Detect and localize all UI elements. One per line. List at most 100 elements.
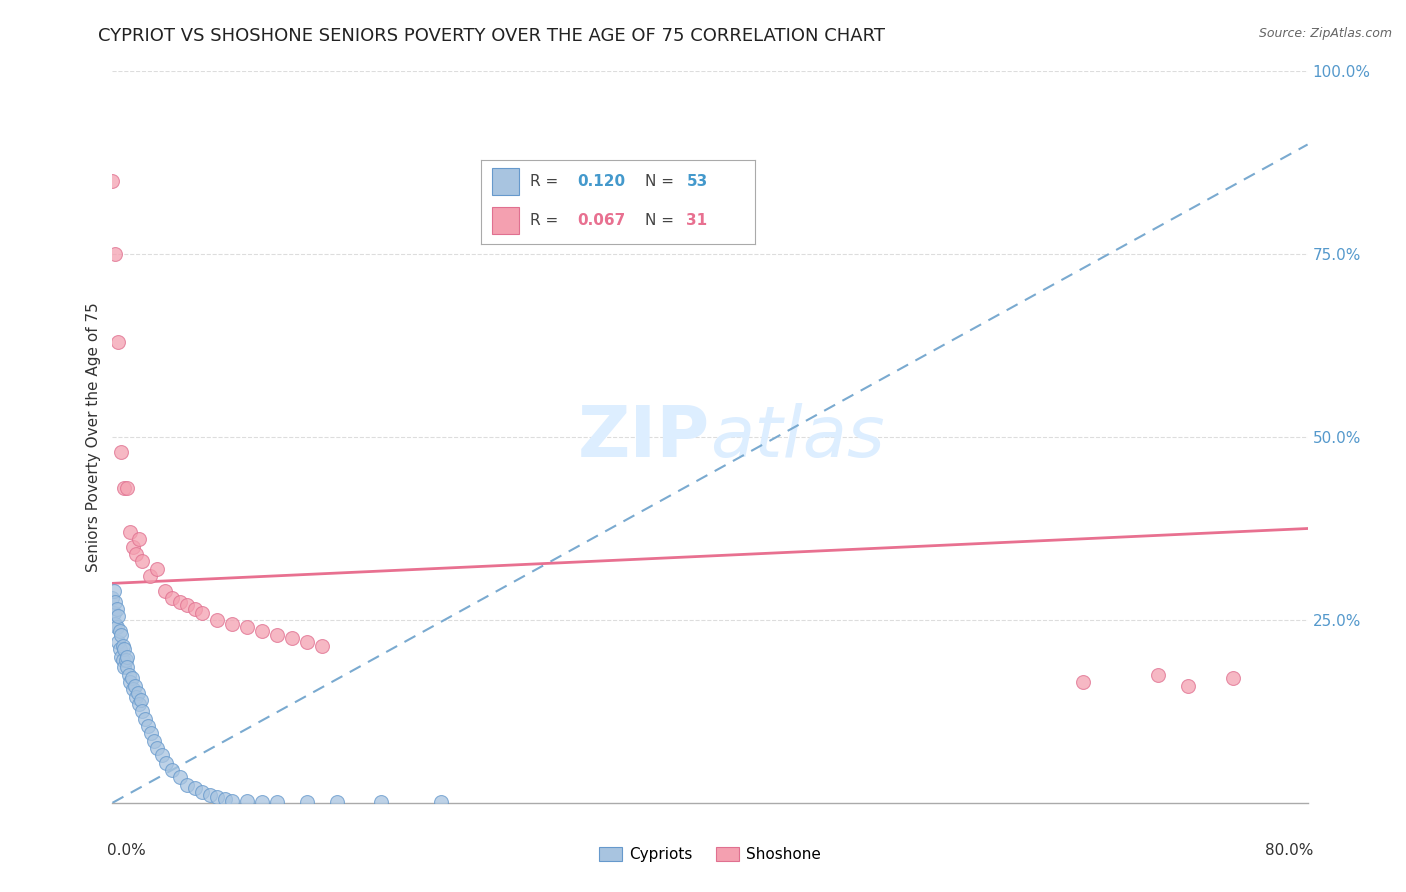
Text: R =: R = — [530, 174, 564, 189]
Point — [221, 616, 243, 631]
Text: CYPRIOT VS SHOSHONE SENIORS POVERTY OVER THE AGE OF 75 CORRELATION CHART: CYPRIOT VS SHOSHONE SENIORS POVERTY OVER… — [98, 27, 886, 45]
Text: 0.0%: 0.0% — [107, 843, 145, 858]
Point — [124, 679, 146, 693]
Point — [169, 594, 191, 608]
Point — [107, 609, 129, 624]
Point — [138, 719, 160, 733]
Point — [110, 627, 132, 641]
Point — [311, 639, 333, 653]
Point — [325, 795, 347, 809]
Point — [101, 174, 124, 188]
Text: 80.0%: 80.0% — [1265, 843, 1313, 858]
Y-axis label: Seniors Poverty Over the Age of 75: Seniors Poverty Over the Age of 75 — [86, 302, 101, 572]
Point — [111, 653, 134, 667]
Point — [198, 789, 221, 803]
Point — [117, 649, 139, 664]
Point — [250, 624, 273, 638]
Point — [114, 642, 135, 657]
Point — [143, 733, 166, 747]
Point — [110, 649, 132, 664]
Text: ZIP: ZIP — [578, 402, 710, 472]
Point — [107, 635, 129, 649]
Point — [105, 620, 128, 634]
Point — [205, 613, 228, 627]
Point — [117, 481, 139, 495]
Point — [214, 792, 236, 806]
Point — [105, 602, 128, 616]
Text: 31: 31 — [686, 213, 707, 228]
Point — [134, 712, 156, 726]
Text: R =: R = — [530, 213, 564, 228]
Point — [250, 795, 273, 809]
Point — [104, 616, 127, 631]
Point — [266, 627, 288, 641]
Point — [108, 624, 131, 638]
Point — [191, 606, 214, 620]
Point — [1222, 672, 1244, 686]
Point — [141, 726, 163, 740]
Point — [118, 667, 141, 681]
Point — [110, 444, 132, 458]
Point — [111, 639, 134, 653]
Point — [115, 653, 138, 667]
Point — [183, 781, 205, 796]
Text: atlas: atlas — [710, 402, 884, 472]
Point — [155, 756, 177, 770]
Point — [191, 785, 214, 799]
Point — [108, 642, 131, 657]
Point — [1147, 667, 1170, 681]
Point — [127, 686, 149, 700]
Text: N =: N = — [645, 213, 679, 228]
Point — [169, 770, 191, 784]
Legend: Cypriots, Shoshone: Cypriots, Shoshone — [593, 841, 827, 868]
Point — [122, 540, 145, 554]
Point — [114, 481, 135, 495]
Text: 0.067: 0.067 — [576, 213, 626, 228]
Point — [117, 660, 139, 674]
Text: Source: ZipAtlas.com: Source: ZipAtlas.com — [1258, 27, 1392, 40]
Point — [107, 334, 129, 349]
Point — [114, 660, 135, 674]
Point — [103, 583, 125, 598]
Point — [146, 740, 169, 755]
Point — [121, 672, 143, 686]
Point — [176, 599, 198, 613]
Point — [125, 547, 148, 561]
Point — [221, 794, 243, 808]
Point — [131, 554, 153, 568]
Point — [236, 794, 259, 808]
Point — [295, 795, 318, 809]
Point — [104, 247, 127, 261]
Point — [104, 594, 127, 608]
Point — [430, 795, 453, 809]
Point — [120, 675, 142, 690]
FancyBboxPatch shape — [492, 168, 519, 195]
Point — [176, 778, 198, 792]
Point — [125, 690, 148, 704]
Point — [295, 635, 318, 649]
Point — [236, 620, 259, 634]
Point — [139, 569, 162, 583]
Point — [103, 606, 125, 620]
FancyBboxPatch shape — [492, 207, 519, 235]
Point — [281, 632, 304, 646]
Point — [162, 591, 183, 605]
Point — [205, 789, 228, 804]
Text: 0.120: 0.120 — [576, 174, 624, 189]
Point — [131, 705, 153, 719]
Text: 53: 53 — [686, 174, 707, 189]
Text: N =: N = — [645, 174, 679, 189]
Point — [128, 697, 150, 711]
Point — [129, 693, 152, 707]
Point — [370, 795, 392, 809]
Point — [183, 602, 205, 616]
Point — [120, 525, 142, 540]
Point — [122, 682, 145, 697]
Point — [150, 748, 173, 763]
Point — [101, 591, 124, 605]
Point — [146, 562, 169, 576]
Point — [162, 763, 183, 777]
Point — [1177, 679, 1199, 693]
Point — [153, 583, 176, 598]
Point — [1073, 675, 1095, 690]
